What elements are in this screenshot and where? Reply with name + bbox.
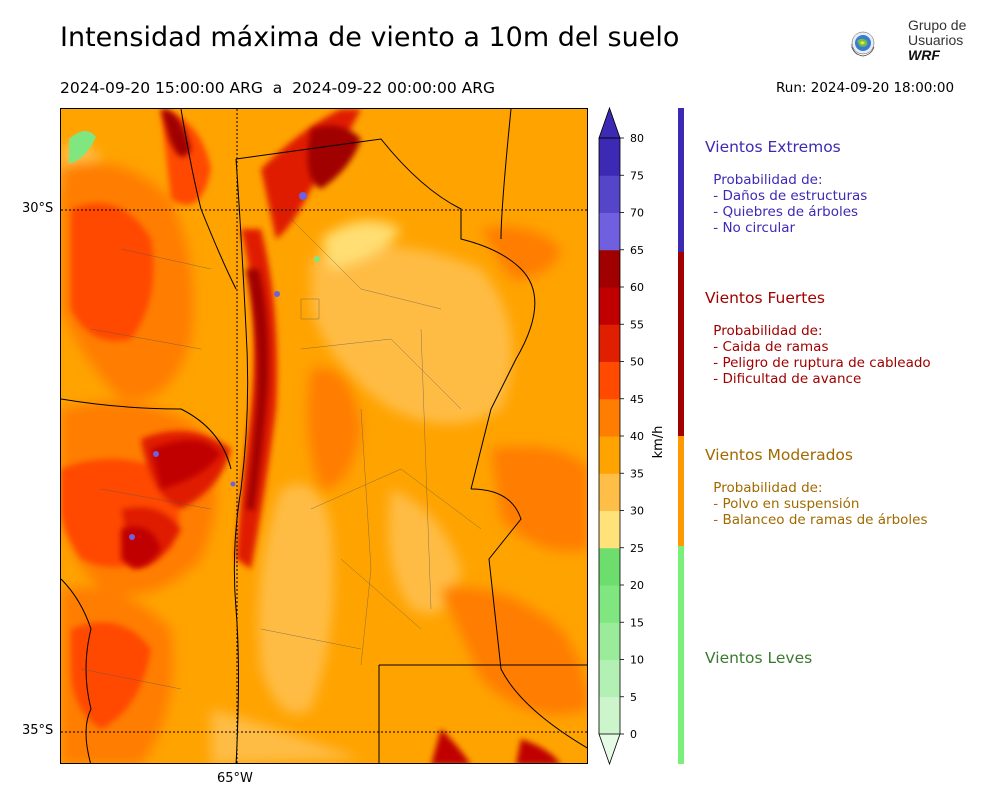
colorbar-band — [599, 622, 620, 660]
colorbar: 0 5 10 15 20 25 30 35 40 45 50 55 60 65 70 75 80 km/h — [598, 106, 666, 766]
colorbar-band — [599, 249, 620, 288]
legend-color-bar — [678, 252, 684, 436]
colorbar-tick-label: 25 — [630, 542, 644, 555]
logo-text: Grupo de Usuarios WRF — [908, 18, 966, 63]
colorbar-tick-label: 45 — [630, 393, 644, 406]
colorbar-band — [599, 324, 620, 362]
run-timestamp: Run: 2024-09-20 18:00:00 — [776, 80, 955, 96]
forecast-period: 2024-09-20 15:00:00 ARG a 2024-09-22 00:… — [60, 79, 496, 97]
colorbar-over-triangle — [598, 106, 621, 139]
colorbar-tick-label: 15 — [630, 616, 644, 629]
colorbar-tick-label: 65 — [630, 244, 644, 257]
lon-label-65w: 65°W — [217, 771, 253, 786]
chart-title: Intensidad máxima de viento a 10m del su… — [60, 22, 680, 53]
colorbar-tick-label: 60 — [630, 281, 644, 294]
colorbar-band — [599, 398, 620, 437]
colorbar-band — [599, 473, 620, 511]
legend-title: Vientos Moderados — [705, 446, 853, 464]
colorbar-tick-label: 10 — [630, 654, 644, 667]
colorbar-band — [599, 361, 620, 400]
legend-color-bar — [678, 546, 684, 764]
colorbar-tick-label: 80 — [630, 132, 644, 145]
lat-label-35s: 35°S — [22, 723, 54, 738]
colorbar-band — [599, 585, 620, 623]
colorbar-tick-label: 40 — [630, 430, 644, 443]
logo-line-3: WRF — [908, 47, 940, 63]
wind-map — [60, 108, 588, 764]
legend-color-bar — [678, 108, 684, 252]
colorbar-tick-label: 35 — [630, 467, 644, 480]
colorbar-tick-label: 30 — [630, 505, 644, 518]
legend-description: Probabilidad de: - Daños de estructuras … — [713, 172, 868, 236]
colorbar-tick-label: 70 — [630, 207, 644, 220]
lat-label-30s: 30°S — [22, 201, 54, 216]
legend-title: Vientos Extremos — [705, 138, 841, 156]
colorbar-under-triangle — [598, 733, 621, 766]
colorbar-tick-label: 5 — [630, 691, 637, 704]
colorbar-tick-label: 0 — [630, 728, 637, 741]
colorbar-tick-label: 50 — [630, 356, 644, 369]
colorbar-band — [599, 510, 620, 549]
colorbar-band — [599, 138, 620, 176]
colorbar-band — [599, 436, 620, 474]
colorbar-band — [599, 212, 620, 251]
legend-title: Vientos Leves — [705, 649, 813, 667]
colorbar-band — [599, 696, 620, 735]
legend-description: Probabilidad de: - Caida de ramas - Peli… — [713, 323, 931, 387]
logo-line-2: Usuarios — [908, 32, 964, 48]
colorbar-unit-label: km/h — [651, 426, 666, 459]
colorbar-band — [599, 547, 620, 586]
globe-logo-icon — [850, 31, 875, 57]
colorbar-band — [599, 287, 620, 325]
wind-field-svg — [61, 109, 587, 763]
legend-color-bar — [678, 436, 684, 546]
colorbar-tick-label: 55 — [630, 318, 644, 331]
colorbar-band — [599, 659, 620, 698]
colorbar-tick-label: 20 — [630, 579, 644, 592]
logo-line-1: Grupo de — [908, 17, 967, 33]
legend-description: Probabilidad de: - Polvo en suspensión -… — [713, 480, 928, 528]
legend-title: Vientos Fuertes — [705, 289, 825, 307]
colorbar-tick-label: 75 — [630, 169, 644, 182]
colorbar-band — [599, 175, 620, 213]
